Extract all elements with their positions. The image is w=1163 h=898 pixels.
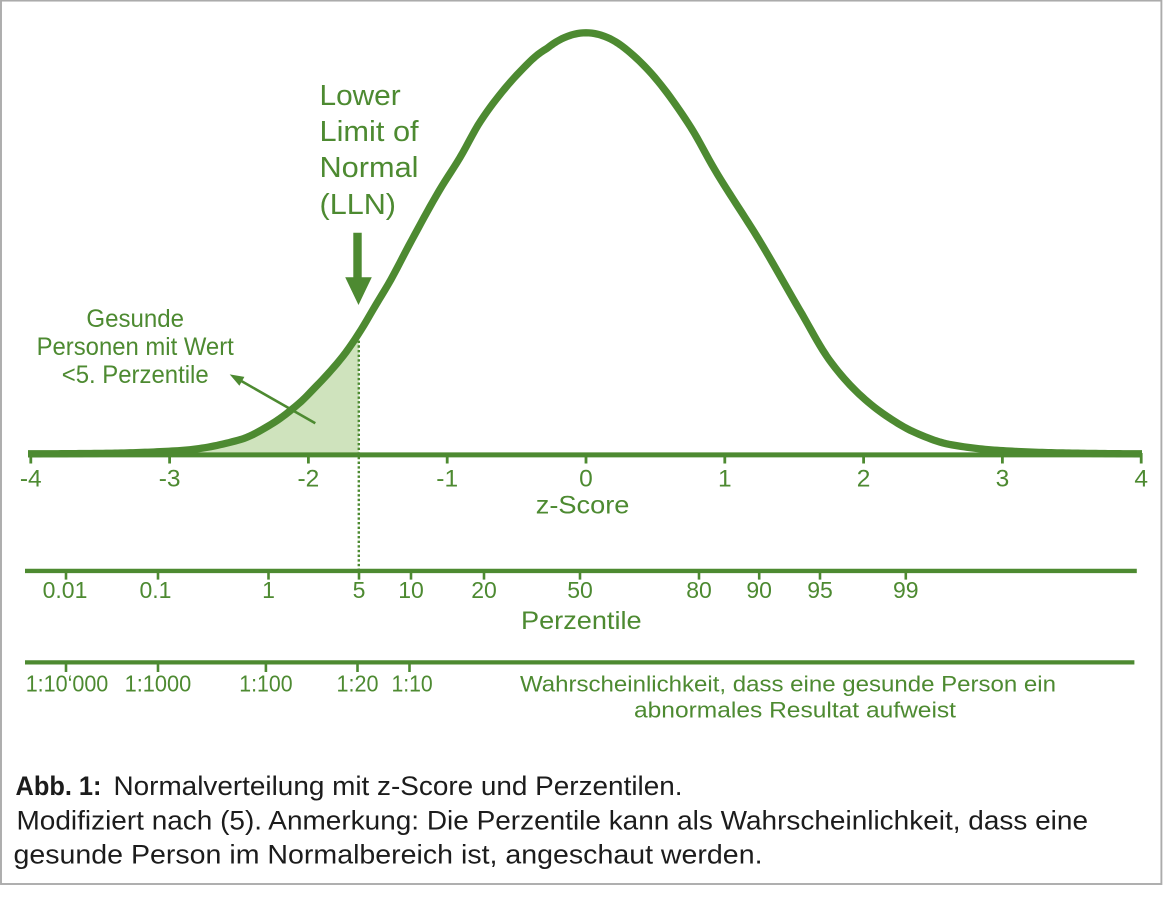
svg-text:2: 2 <box>857 465 871 492</box>
svg-text:1:20: 1:20 <box>337 671 379 697</box>
svg-text:4: 4 <box>1134 465 1148 492</box>
svg-text:80: 80 <box>686 577 712 603</box>
svg-text:-2: -2 <box>298 465 320 492</box>
svg-text:99: 99 <box>893 577 919 603</box>
svg-text:-4: -4 <box>20 465 42 492</box>
svg-text:1:100: 1:100 <box>239 671 292 697</box>
svg-text:0: 0 <box>579 465 593 492</box>
svg-text:95: 95 <box>807 577 833 603</box>
svg-text:<5. Perzentile: <5. Perzentile <box>62 361 209 389</box>
svg-text:0.1: 0.1 <box>140 577 172 603</box>
svg-text:Lower: Lower <box>320 80 402 112</box>
svg-text:-1: -1 <box>436 465 458 492</box>
svg-text:0.01: 0.01 <box>43 577 88 603</box>
svg-text:3: 3 <box>996 465 1010 492</box>
svg-text:abnormales Resultat aufweist: abnormales Resultat aufweist <box>634 697 957 722</box>
svg-text:Limit of: Limit of <box>320 116 420 148</box>
svg-text:Perzentile: Perzentile <box>521 607 642 635</box>
svg-text:1: 1 <box>718 465 732 492</box>
svg-text:Gesunde: Gesunde <box>86 305 184 333</box>
svg-text:1:1000: 1:1000 <box>125 671 192 697</box>
svg-text:(LLN): (LLN) <box>320 189 397 221</box>
svg-text:Personen mit Wert: Personen mit Wert <box>37 333 234 361</box>
svg-text:50: 50 <box>567 577 593 603</box>
svg-text:Wahrscheinlichkeit, dass eine: Wahrscheinlichkeit, dass eine gesunde Pe… <box>520 671 1056 696</box>
svg-text:gesunde Person im Normalbereic: gesunde Person im Normalbereich ist, ang… <box>14 840 763 870</box>
svg-text:z-Score: z-Score <box>536 492 630 520</box>
svg-text:90: 90 <box>746 577 772 603</box>
svg-text:1:10: 1:10 <box>391 671 432 697</box>
svg-text:10: 10 <box>398 577 424 603</box>
svg-text:20: 20 <box>471 577 497 603</box>
svg-text:Normalverteilung mit z-Score u: Normalverteilung mit z-Score und Perzent… <box>114 771 683 801</box>
svg-text:Abb. 1:: Abb. 1: <box>16 771 102 801</box>
svg-text:1:10‘000: 1:10‘000 <box>26 671 109 697</box>
svg-text:5: 5 <box>353 577 366 603</box>
svg-text:-3: -3 <box>159 465 181 492</box>
svg-text:1: 1 <box>262 577 275 603</box>
svg-text:Normal: Normal <box>320 152 419 184</box>
svg-text:Modifiziert nach (5). Anmerkun: Modifiziert nach (5). Anmerkung: Die Per… <box>17 806 1089 836</box>
